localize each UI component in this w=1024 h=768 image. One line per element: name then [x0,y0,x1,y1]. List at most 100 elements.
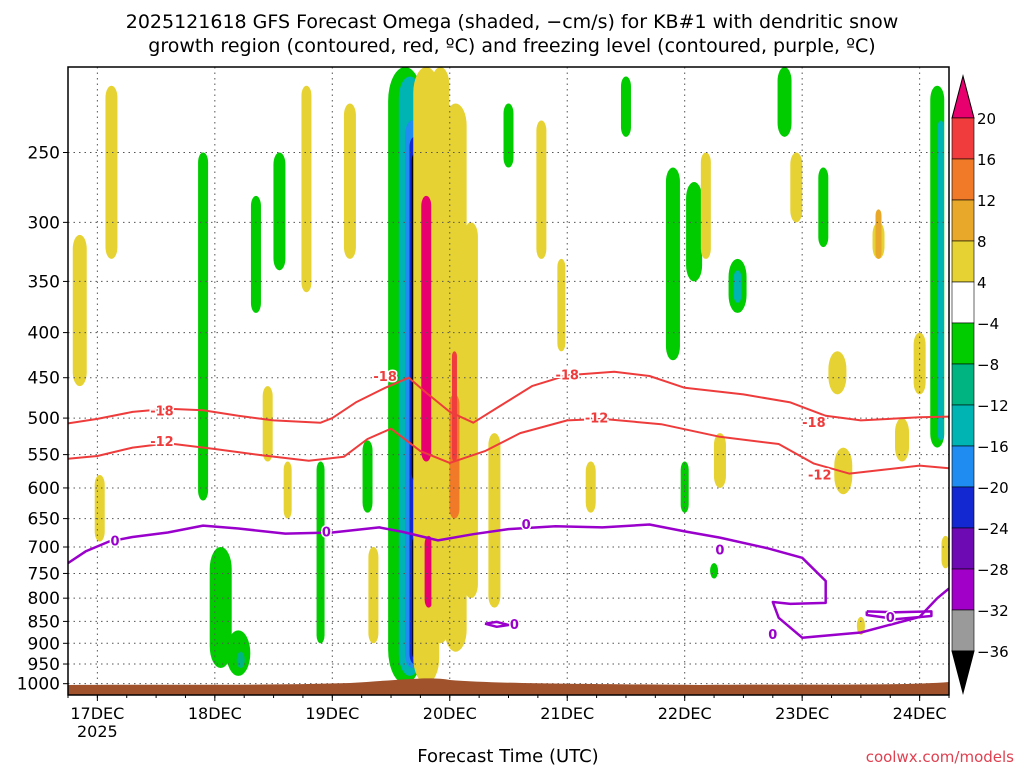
y-tick-label: 950 [28,655,60,675]
colorbar-cell [951,199,975,242]
omega-shade-cell [362,440,373,513]
omega-shade-cell [198,152,209,501]
dendritic-contour-label: -12 [585,411,609,426]
colorbar-cell [951,609,975,652]
omega-shade-cell [250,195,261,313]
colorbar-cell [951,404,975,447]
omega-shade-cell [273,152,286,271]
freezing-contour-label: 0 [110,534,119,549]
omega-shade-cell [463,222,478,599]
freezing-contour-label: 0 [322,525,331,540]
dendritic-contour-label: -18 [555,368,579,383]
freezing-contour [865,610,933,621]
chart-title-line1: 2025121618 GFS Forecast Omega (shaded, −… [126,11,899,33]
omega-shade-cell [941,535,949,569]
omega-shade-cell [895,418,910,462]
dendritic-contour-label: -12 [808,468,832,483]
omega-shading [72,67,949,684]
omega-shade-cell [316,461,325,644]
x-axis-title: Forecast Time (UTC) [417,746,598,767]
x-tick-label: 19DEC [305,704,359,723]
omega-shade-cell [585,461,596,513]
omega-shade-cell [536,120,547,259]
omega-shade-cell [937,120,944,441]
dendritic-contour-label: -18 [150,404,174,419]
colorbar-label: −36 [977,643,1009,661]
y-tick-label: 1000 [17,675,60,695]
omega-shade-cell [828,351,847,395]
colorbar-label: 16 [977,151,996,169]
freezing-contour-label: 0 [886,611,895,626]
colorbar-cell [951,568,975,611]
omega-shade-cell [301,85,312,293]
colorbar-label: −20 [977,479,1009,497]
omega-shade-cell [488,433,501,608]
omega-shade-cell [368,547,379,644]
colorbar-label: −8 [977,356,999,374]
x-tick-label: 18DEC [188,704,242,723]
omega-shade-cell [72,234,87,387]
omega-shade-cell [680,461,689,513]
colorbar-label: 12 [977,192,996,210]
colorbar-label: 20 [977,110,996,128]
omega-shade-cell [710,563,719,579]
freezing-contour [68,523,949,639]
omega-shade-cell [875,209,882,259]
colorbar-label: 4 [977,274,987,292]
colorbar-bottom-arrow [951,650,975,695]
omega-shade-cell [105,85,118,259]
freezing-contour-label: 0 [510,618,519,633]
omega-shade-cell [790,152,803,223]
colorbar-label: −24 [977,520,1009,538]
colorbar-cell [951,281,975,324]
colorbar-label: −4 [977,315,999,333]
y-tick-label: 250 [28,143,60,163]
omega-shade-cell [713,433,726,488]
y-axis: 2503003504004505005506006507007508008509… [17,143,68,695]
y-tick-label: 450 [28,369,60,389]
freezing-contour [484,620,510,629]
colorbar-cell [951,240,975,283]
omega-shade-cell [226,630,251,676]
freezing-contour-label: 0 [522,518,531,533]
y-tick-label: 500 [28,409,60,429]
colorbar-top-arrow [951,74,975,119]
omega-shade-cell [818,167,829,248]
x-tick-label: 24DEC [893,704,947,723]
x-tick-label: 21DEC [540,704,594,723]
x-tick-label: 17DEC [70,704,124,723]
y-tick-label: 750 [28,564,60,584]
chart-title-line2: growth region (contoured, red, ºC) and f… [148,35,875,57]
colorbar-cell [951,486,975,529]
omega-shade-cell [421,195,432,462]
omega-shade-cell [913,332,926,395]
colorbar-label: −32 [977,602,1009,620]
dendritic-contour-label: -18 [802,416,826,431]
contour-lines: -18 -18 -18 -18 -12 -12 -12 0 0 0 0 0 0 0 [68,367,949,644]
x-tick-label: 23DEC [775,704,829,723]
omega-shade-cell [856,616,865,635]
colorbar-label: −16 [977,438,1009,456]
colorbar-cell [951,445,975,488]
y-tick-label: 900 [28,634,60,654]
y-tick-label: 400 [28,324,60,344]
omega-shade-cell [262,386,273,462]
colorbar-cell [951,117,975,160]
credit-text: coolwx.com/models [866,748,1014,766]
colorbar-label: −12 [977,397,1009,415]
dendritic-contour [68,417,949,475]
omega-shade-cell [94,474,105,542]
colorbar-cell [951,158,975,201]
omega-shade-cell [665,167,680,361]
y-tick-label: 550 [28,446,60,466]
omega-shade-cell [209,547,232,669]
omega-shade-cell [700,152,711,259]
dendritic-contour-label: -12 [150,435,174,450]
y-tick-label: 800 [28,589,60,609]
x-tick-label: 20DEC [423,704,477,723]
grid-lines [68,67,949,695]
omega-shade-cell [283,461,292,519]
omega-shade-cell [503,103,514,168]
omega-shade-cell [557,258,566,352]
omega-shade-cell [343,103,356,259]
